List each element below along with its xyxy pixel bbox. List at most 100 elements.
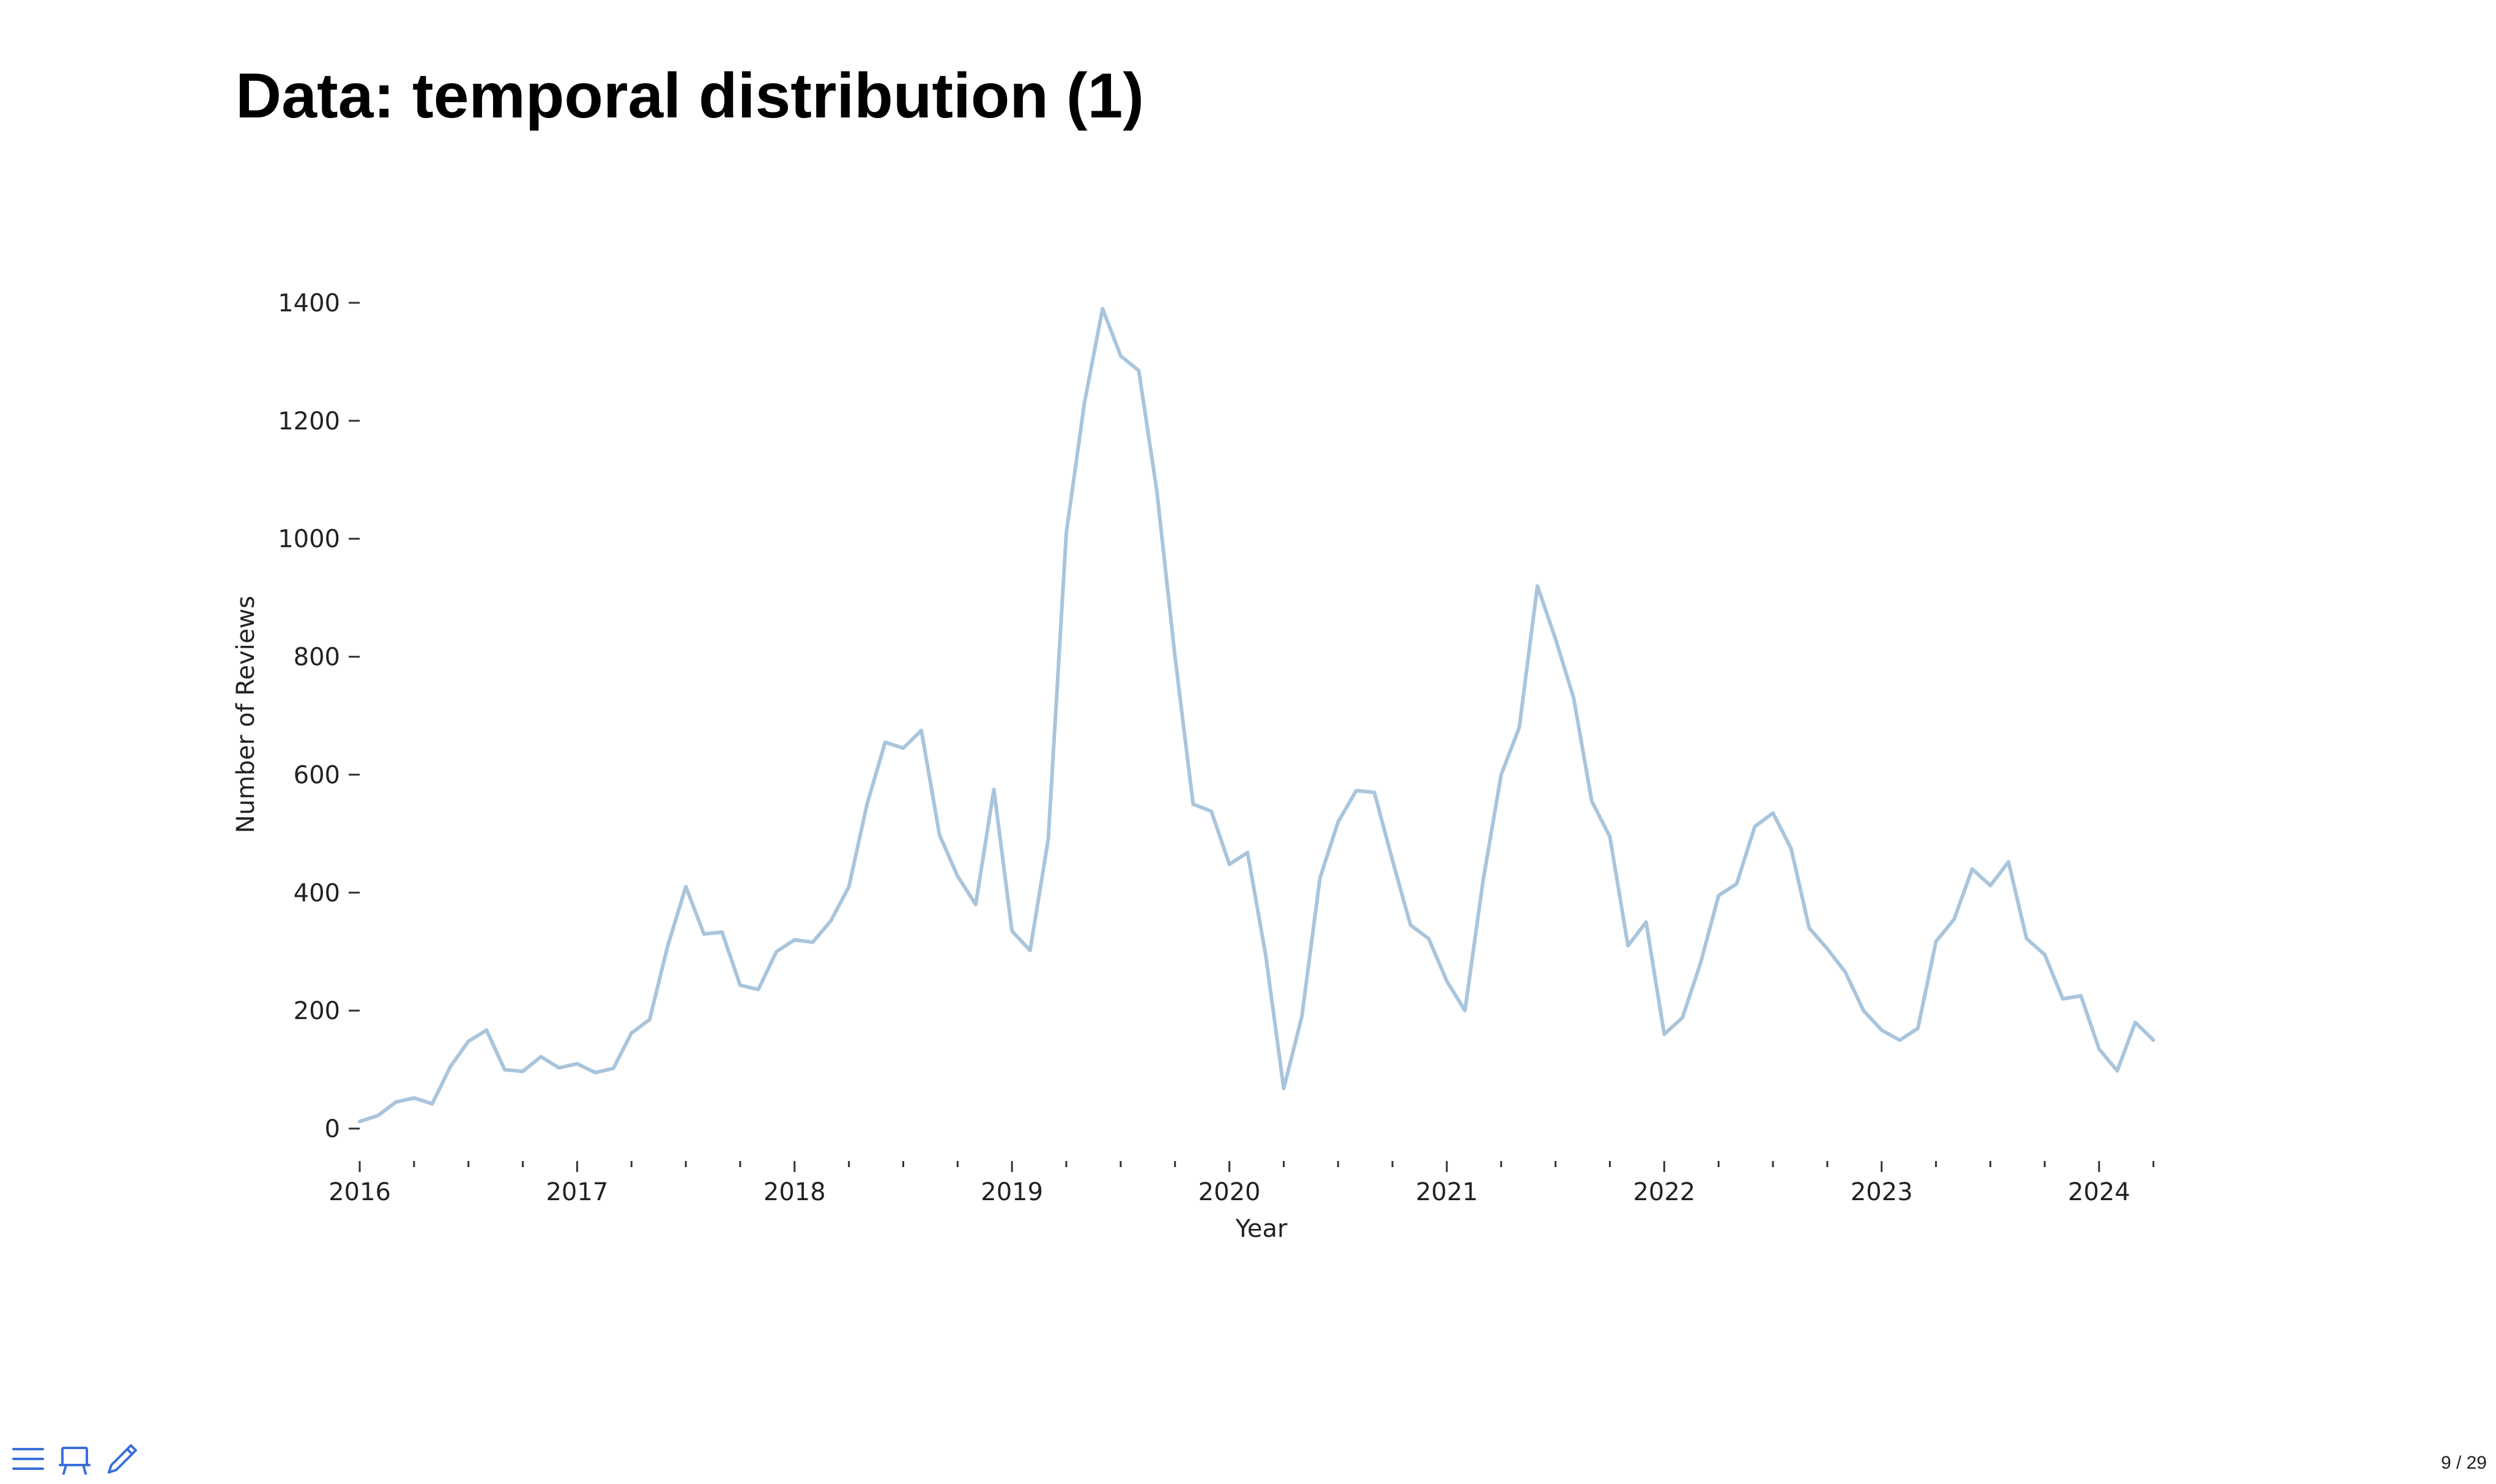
data-point: [557, 1066, 561, 1070]
data-point: [1083, 401, 1086, 405]
data-point: [938, 833, 942, 837]
x-tick-label: 2017: [546, 1178, 608, 1206]
data-point: [1391, 858, 1394, 862]
data-point: [1934, 940, 1938, 943]
data-point: [1789, 847, 1793, 850]
data-point: [648, 1018, 652, 1022]
data-point: [1173, 655, 1177, 659]
data-point: [1064, 531, 1068, 535]
data-point: [593, 1070, 597, 1074]
data-point: [394, 1100, 398, 1104]
y-tick-label: 800: [294, 644, 340, 672]
data-point: [430, 1102, 434, 1106]
data-point: [612, 1067, 615, 1070]
y-tick-label: 1200: [278, 407, 340, 436]
x-tick-label: 2021: [1416, 1178, 1478, 1206]
data-point: [919, 729, 923, 732]
pen-button[interactable]: [104, 1442, 138, 1476]
data-point: [575, 1062, 579, 1066]
data-point: [485, 1028, 488, 1032]
data-point: [503, 1068, 507, 1072]
y-axis: 0 200 400 600 800 1000 1200 1400: [278, 289, 360, 1143]
x-tick-label: 2019: [981, 1178, 1043, 1206]
presentation-icon: [59, 1447, 91, 1475]
data-point: [1807, 926, 1811, 930]
data-point: [2079, 994, 2083, 998]
data-point: [1753, 825, 1756, 828]
data-point: [1264, 953, 1268, 957]
data-point: [467, 1039, 470, 1043]
slide-title: Data: temporal distribution (1): [236, 61, 1144, 132]
data-point: [521, 1069, 525, 1073]
x-axis-label: Year: [1235, 1215, 1288, 1243]
x-tick-label: 2016: [329, 1178, 391, 1206]
data-point: [1862, 1009, 1865, 1012]
data-point: [1970, 867, 1974, 871]
data-point: [1717, 894, 1720, 897]
data-point: [2152, 1038, 2155, 1042]
data-point: [793, 938, 797, 941]
y-tick-label: 600: [294, 761, 340, 789]
data-point: [1916, 1026, 1920, 1030]
data-point: [1988, 884, 1992, 888]
data-point: [376, 1114, 380, 1118]
data-point: [1318, 876, 1322, 880]
data-point: [757, 987, 760, 991]
x-tick-label: 2023: [1851, 1178, 1913, 1206]
data-point: [702, 932, 706, 936]
data-point: [1735, 882, 1739, 886]
data-point: [1354, 788, 1358, 792]
data-point: [1373, 790, 1376, 794]
data-point: [956, 874, 959, 878]
data-point: [974, 903, 978, 907]
data-point: [1499, 773, 1503, 776]
data-point: [1463, 1009, 1467, 1012]
data-point: [2043, 953, 2046, 957]
data-point: [1536, 584, 1539, 588]
data-point: [1517, 725, 1521, 729]
data-point: [1427, 937, 1430, 941]
page-number: 9 / 29: [2440, 1453, 2487, 1473]
data-point: [1554, 637, 1558, 641]
data-point: [630, 1031, 633, 1035]
data-point: [539, 1055, 543, 1058]
data-points: [358, 307, 2155, 1124]
data-point: [666, 944, 669, 948]
data-point: [1572, 696, 1575, 700]
data-point: [1209, 809, 1213, 813]
data-point: [883, 740, 887, 744]
data-point: [1300, 1015, 1304, 1018]
data-point: [684, 885, 688, 889]
y-tick-label: 1400: [278, 289, 340, 317]
data-point: [1481, 879, 1485, 883]
x-tick-label: 2018: [763, 1178, 826, 1206]
data-point: [1699, 962, 1703, 965]
y-tick-label: 0: [325, 1115, 340, 1143]
data-point: [1880, 1028, 1884, 1032]
y-axis-label: Number of Reviews: [232, 596, 260, 833]
data-point: [1626, 944, 1630, 948]
data-point: [1191, 803, 1195, 806]
data-point: [1662, 1033, 1666, 1036]
data-point: [992, 788, 996, 792]
y-tick-label: 1000: [278, 525, 340, 554]
data-point: [1952, 918, 1956, 921]
data-point: [901, 746, 905, 750]
data-point: [1246, 851, 1249, 855]
presentation-button[interactable]: [58, 1442, 92, 1476]
data-point: [1409, 923, 1413, 927]
data-point: [1644, 921, 1648, 924]
series-line-reviews: [358, 306, 2155, 1124]
menu-button[interactable]: [11, 1442, 45, 1476]
data-point: [2115, 1069, 2119, 1073]
data-point: [1826, 947, 1829, 951]
data-point: [1028, 949, 1032, 952]
data-point: [865, 803, 869, 806]
data-point: [1445, 979, 1449, 983]
data-point: [1046, 838, 1050, 842]
data-point: [1010, 929, 1014, 933]
data-point: [738, 984, 742, 987]
y-tick-label: 200: [294, 997, 340, 1025]
data-point: [720, 930, 724, 934]
